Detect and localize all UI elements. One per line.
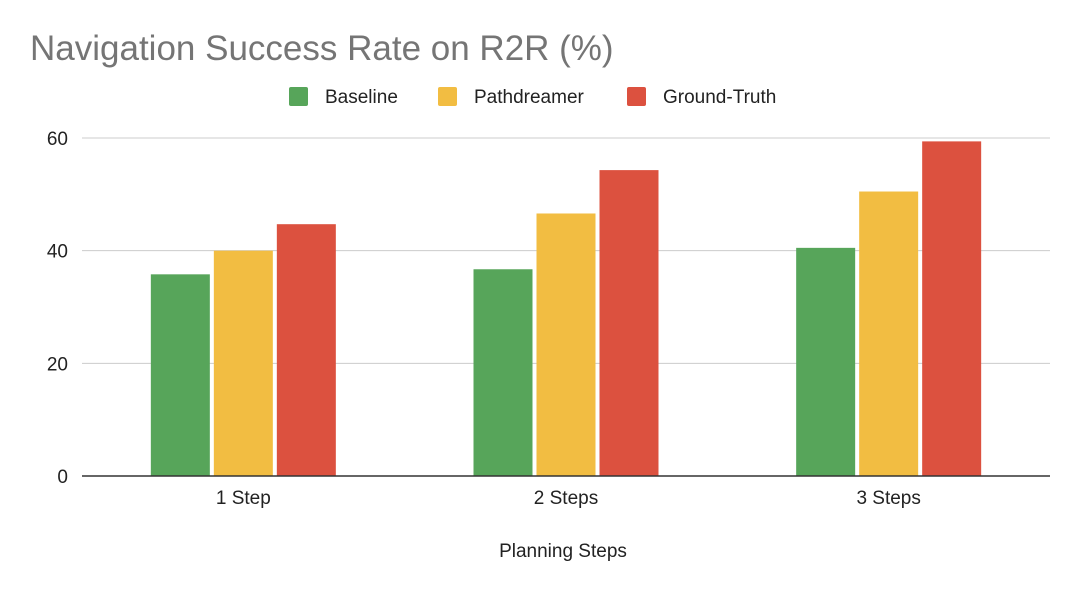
legend-swatch-pathdreamer [438, 87, 457, 106]
bar-ground-truth-1-step [276, 224, 336, 476]
y-tick-label-20: 20 [47, 354, 68, 375]
legend-label-pathdreamer: Pathdreamer [474, 87, 585, 108]
x-axis-ticks: 1 Step 2 Steps 3 Steps [216, 488, 921, 509]
legend-label-ground-truth: Ground-Truth [663, 87, 776, 108]
bar-baseline-2-steps [473, 269, 533, 476]
x-tick-label-3-steps: 3 Steps [856, 488, 920, 509]
y-tick-label-40: 40 [47, 242, 68, 263]
bar-ground-truth-3-steps [922, 141, 982, 476]
bar-baseline-1-step [150, 274, 210, 476]
x-axis-title: Planning Steps [499, 541, 627, 562]
y-tick-label-60: 60 [47, 129, 68, 150]
legend: Baseline Pathdreamer Ground-Truth [289, 87, 776, 108]
bar-baseline-3-steps [796, 247, 856, 476]
bar-pathdreamer-3-steps [859, 191, 919, 476]
legend-item-pathdreamer: Pathdreamer [438, 87, 585, 108]
bar-pathdreamer-1-step [213, 250, 273, 476]
legend-item-baseline: Baseline [289, 87, 398, 108]
y-tick-label-0: 0 [57, 467, 68, 488]
bar-ground-truth-2-steps [599, 170, 659, 477]
chart-title: Navigation Success Rate on R2R (%) [30, 29, 614, 68]
bars [150, 141, 982, 477]
x-tick-label-2-steps: 2 Steps [534, 488, 598, 509]
legend-label-baseline: Baseline [325, 87, 398, 108]
legend-swatch-baseline [289, 87, 308, 106]
legend-swatch-ground-truth [627, 87, 646, 106]
legend-item-ground-truth: Ground-Truth [627, 87, 776, 108]
x-tick-label-1-step: 1 Step [216, 488, 271, 509]
y-axis-ticks: 0 20 40 60 [47, 129, 68, 488]
bar-pathdreamer-2-steps [536, 213, 596, 476]
